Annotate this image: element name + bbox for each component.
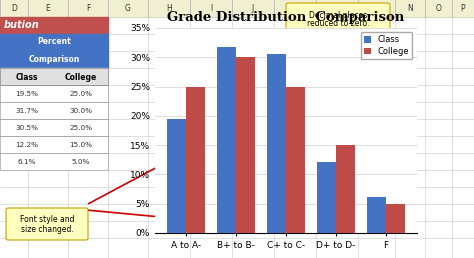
Text: bution: bution bbox=[4, 20, 40, 30]
Bar bbox=[0, 34, 108, 51]
Bar bbox=[0, 17, 108, 34]
Bar bbox=[0, 102, 108, 119]
Text: 25.0%: 25.0% bbox=[70, 125, 92, 131]
Bar bbox=[0, 68, 108, 85]
Text: E: E bbox=[46, 4, 50, 13]
Bar bbox=[336, 145, 355, 233]
Text: 5.0%: 5.0% bbox=[72, 159, 90, 165]
Bar bbox=[0, 0, 474, 17]
Text: K: K bbox=[292, 4, 298, 13]
FancyBboxPatch shape bbox=[6, 208, 88, 240]
Text: O: O bbox=[436, 4, 441, 13]
Bar bbox=[236, 57, 255, 233]
Text: reduced to zero.: reduced to zero. bbox=[307, 20, 369, 28]
Bar bbox=[286, 86, 305, 233]
Bar bbox=[0, 51, 108, 68]
Text: F: F bbox=[86, 4, 90, 13]
Text: 19.5%: 19.5% bbox=[16, 91, 38, 97]
Text: D: D bbox=[11, 4, 17, 13]
Title: Grade Distribution  Comparison: Grade Distribution Comparison bbox=[167, 11, 404, 24]
Bar bbox=[0, 153, 108, 170]
Bar bbox=[0, 68, 54, 85]
Text: P: P bbox=[461, 4, 465, 13]
Bar bbox=[54, 68, 108, 85]
Text: size changed.: size changed. bbox=[21, 224, 73, 233]
Bar bbox=[217, 47, 236, 233]
Text: I: I bbox=[210, 4, 212, 13]
Legend: Class, College: Class, College bbox=[361, 32, 412, 59]
Text: 15.0%: 15.0% bbox=[70, 142, 92, 148]
Text: N: N bbox=[407, 4, 413, 13]
Text: G: G bbox=[125, 4, 131, 13]
Bar bbox=[0, 136, 108, 153]
Bar bbox=[0, 119, 108, 136]
Bar bbox=[367, 197, 386, 233]
Text: L: L bbox=[335, 4, 339, 13]
Bar bbox=[317, 162, 336, 233]
Bar bbox=[167, 119, 186, 233]
Text: 6.1%: 6.1% bbox=[18, 159, 36, 165]
Text: H: H bbox=[166, 4, 172, 13]
Text: Decimal places: Decimal places bbox=[309, 11, 367, 20]
Text: Class: Class bbox=[16, 72, 38, 82]
Text: M: M bbox=[373, 4, 380, 13]
Text: 25.0%: 25.0% bbox=[70, 91, 92, 97]
Bar bbox=[0, 85, 108, 102]
Bar bbox=[267, 54, 286, 233]
Text: Font style and: Font style and bbox=[20, 215, 74, 224]
Text: 30.5%: 30.5% bbox=[16, 125, 38, 131]
Text: Comparison: Comparison bbox=[28, 55, 80, 64]
Text: J: J bbox=[252, 4, 254, 13]
Text: 12.2%: 12.2% bbox=[16, 142, 38, 148]
Text: Percent: Percent bbox=[37, 37, 71, 46]
Text: 31.7%: 31.7% bbox=[16, 108, 38, 114]
Text: 30.0%: 30.0% bbox=[70, 108, 92, 114]
Bar bbox=[186, 86, 205, 233]
FancyBboxPatch shape bbox=[286, 3, 390, 35]
Bar bbox=[386, 204, 405, 233]
Text: College: College bbox=[65, 72, 97, 82]
